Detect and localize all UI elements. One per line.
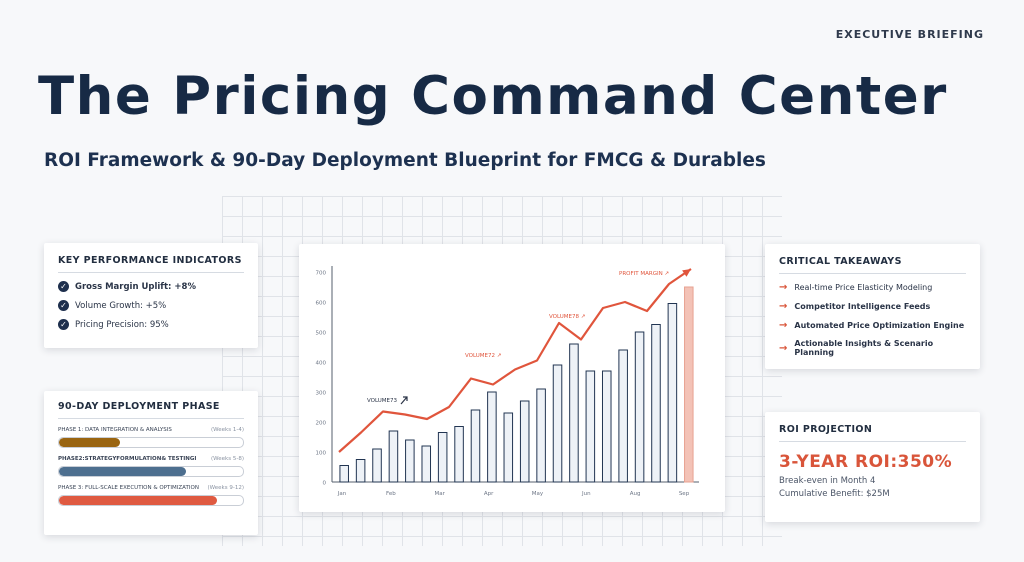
roi-detail: Cumulative Benefit: $25M	[779, 489, 890, 499]
roi-projection-card: ROI PROJECTION 3-YEAR ROI:350% Break-eve…	[765, 412, 980, 522]
chart-bar	[618, 349, 628, 483]
y-tick-label: 300	[316, 391, 327, 397]
x-tick-label: Feb	[386, 491, 396, 497]
check-circle-icon: ✓	[58, 300, 69, 311]
phase-progress-fill	[59, 438, 120, 447]
kpi-item-label: Pricing Precision: 95%	[75, 319, 169, 330]
annotation-arrow-icon	[400, 396, 408, 405]
kpi-card-title: KEY PERFORMANCE INDICATORS	[58, 255, 244, 273]
phase-label: PHASE2:STRATEGYFORMULATION& TESTINGI	[58, 456, 197, 462]
executive-briefing-label: EXECUTIVE BRIEFING	[835, 28, 984, 41]
chart-annotation: VOLUME72 ↗	[465, 353, 501, 359]
check-circle-icon: ✓	[58, 281, 69, 292]
chart-bar	[601, 370, 612, 483]
roi-headline: 3-YEAR ROI:350%	[779, 452, 953, 472]
chart-bar	[684, 286, 694, 483]
chart-bar	[634, 331, 645, 483]
phase-progress-bar	[58, 466, 244, 477]
chart-card: 0 100 200 300 400 500 600 700 Jan Feb Mar Apr May Jun…	[299, 244, 725, 512]
takeaways-card-title: CRITICAL TAKEAWAYS	[779, 256, 966, 274]
x-tick-label: Jan	[337, 491, 347, 497]
page-subtitle: ROI Framework & 90-Day Deployment Bluepr…	[44, 150, 766, 171]
chart-bar	[536, 388, 546, 483]
phase-row: PHASE 1: DATA INTEGRATION & ANALYSIS (We…	[58, 427, 244, 448]
kpi-card: KEY PERFORMANCE INDICATORS ✓ Gross Margi…	[44, 243, 258, 348]
phase-progress-bar	[58, 437, 244, 448]
chart-bar	[667, 303, 678, 483]
chart-annotation: VOLUME73	[367, 398, 398, 404]
kpi-item: ✓ Volume Growth: +5%	[58, 300, 244, 311]
deployment-phase-card: 90-DAY DEPLOYMENT PHASE PHASE 1: DATA IN…	[44, 391, 258, 535]
roi-card-title: ROI PROJECTION	[779, 424, 966, 442]
y-tick-label: 700	[316, 271, 327, 277]
phase-progress-bar	[58, 495, 244, 506]
phase-weeks: (Weeks 9-12)	[207, 485, 244, 491]
kpi-item: ✓ Pricing Precision: 95%	[58, 319, 244, 330]
y-tick-label: 400	[316, 361, 327, 367]
chart-bar	[388, 430, 399, 483]
arrow-right-icon: →	[779, 282, 788, 293]
phase-weeks: (Weeks 5-8)	[211, 456, 244, 462]
kpi-item: ✓ Gross Margin Uplift: +8%	[58, 281, 244, 292]
chart-bar	[519, 400, 530, 483]
chart-bar	[651, 324, 661, 483]
takeaway-label: Competitor Intelligence Feeds	[794, 302, 931, 311]
x-tick-label: Apr	[484, 491, 494, 497]
page-title: The Pricing Command Center	[38, 66, 948, 127]
takeaway-item: → Actionable Insights & Scenario Plannin…	[779, 339, 966, 357]
phase-row: PHASE2:STRATEGYFORMULATION& TESTINGI (We…	[58, 456, 244, 477]
chart-bar	[454, 426, 464, 483]
growth-chart: 0 100 200 300 400 500 600 700 Jan Feb Mar Apr May Jun…	[316, 266, 699, 497]
chart-bar	[585, 370, 596, 483]
takeaway-item: → Real-time Price Elasticity Modeling	[779, 282, 966, 293]
chart-annotation: VOLUME78 ↗	[549, 314, 585, 320]
arrow-right-icon: →	[779, 320, 788, 331]
check-circle-icon: ✓	[58, 319, 69, 330]
chart-bar	[355, 459, 366, 483]
chart-bar	[470, 409, 481, 483]
x-tick-label: Jun	[581, 491, 591, 497]
phase-row: PHASE 3: FULL-SCALE EXECUTION & OPTIMIZA…	[58, 485, 244, 506]
chart-bar	[569, 343, 579, 483]
phase-label: PHASE 3: FULL-SCALE EXECUTION & OPTIMIZA…	[58, 485, 199, 491]
chart-bar	[372, 448, 382, 483]
chart-bar	[437, 432, 448, 483]
roi-detail: Break-even in Month 4	[779, 476, 876, 486]
y-tick-label: 0	[323, 481, 327, 487]
x-tick-label: Mar	[435, 491, 446, 497]
x-tick-label: May	[532, 491, 544, 497]
takeaway-label: Actionable Insights & Scenario Planning	[794, 339, 934, 357]
phase-progress-fill	[59, 467, 186, 476]
y-tick-label: 600	[316, 301, 327, 307]
chart-bar	[339, 465, 349, 483]
deployment-card-title: 90-DAY DEPLOYMENT PHASE	[58, 401, 244, 419]
y-tick-label: 100	[316, 451, 327, 457]
phase-weeks: (Weeks 1-4)	[211, 427, 244, 433]
takeaway-label: Real-time Price Elasticity Modeling	[794, 283, 933, 292]
takeaway-label: Automated Price Optimization Engine	[794, 321, 965, 330]
phase-progress-fill	[59, 496, 218, 505]
x-tick-label: Sep	[679, 491, 690, 497]
chart-bar	[487, 391, 497, 483]
takeaway-item: → Competitor Intelligence Feeds	[779, 301, 966, 312]
chart-bar	[503, 412, 514, 483]
chart-bar	[421, 445, 432, 483]
trend-line	[338, 268, 692, 453]
arrow-right-icon: →	[779, 301, 788, 312]
chart-bar	[552, 364, 563, 483]
kpi-item-label: Volume Growth: +5%	[75, 300, 167, 311]
x-tick-label: Aug	[630, 491, 641, 497]
chart-annotation: PROFIT MARGIN ↗	[619, 271, 669, 277]
y-tick-label: 500	[316, 331, 327, 337]
takeaways-card: CRITICAL TAKEAWAYS → Real-time Price Ela…	[765, 244, 980, 369]
y-tick-label: 200	[316, 421, 327, 427]
takeaway-item: → Automated Price Optimization Engine	[779, 320, 966, 331]
trend-arrow-head	[682, 269, 691, 277]
chart-bar	[405, 439, 415, 483]
arrow-right-icon: →	[779, 342, 788, 354]
kpi-item-label: Gross Margin Uplift: +8%	[75, 281, 196, 292]
phase-label: PHASE 1: DATA INTEGRATION & ANALYSIS	[58, 427, 172, 433]
